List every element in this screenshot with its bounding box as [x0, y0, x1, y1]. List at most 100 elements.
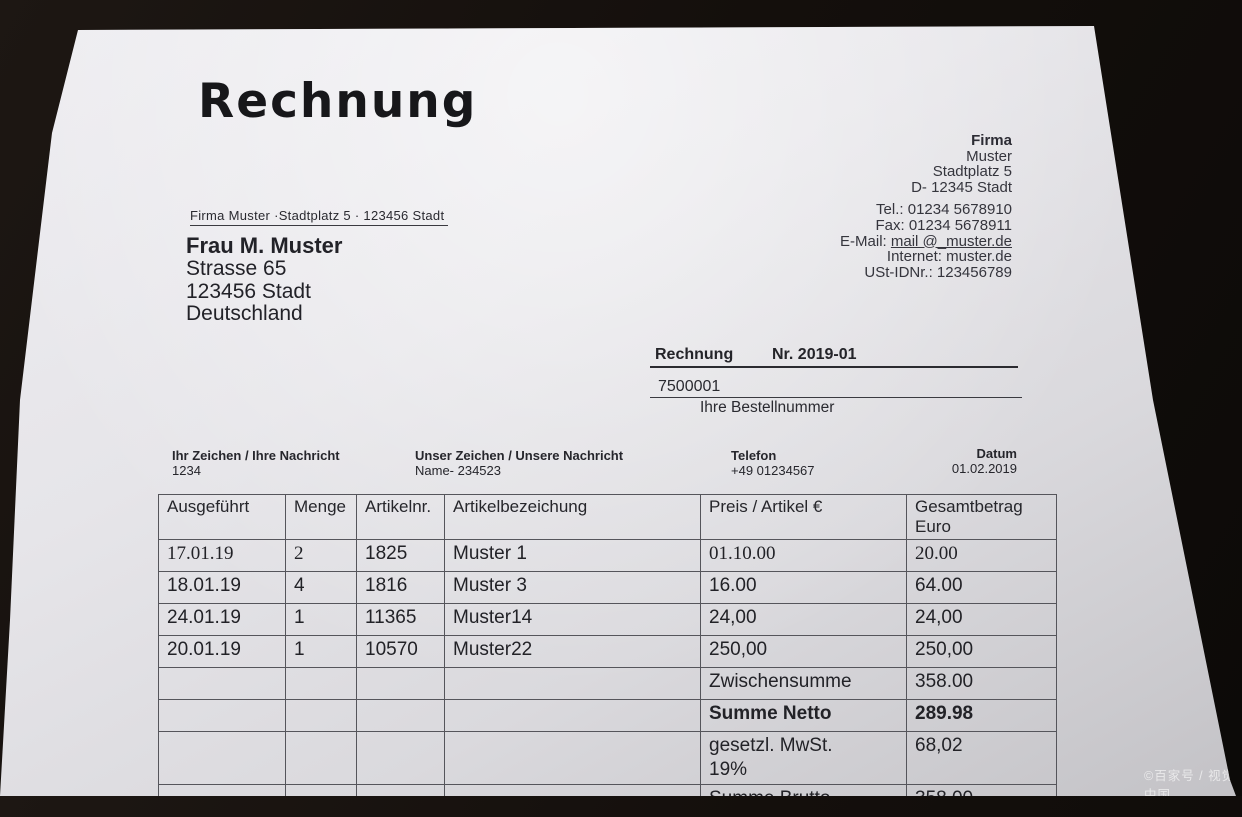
- order-number: 7500001: [658, 378, 721, 395]
- table-cell: 64.00: [906, 571, 1057, 604]
- table-cell: [444, 731, 701, 785]
- company-email-label: E-Mail:: [840, 232, 891, 250]
- recipient-country: Deutschland: [186, 302, 303, 325]
- photo-stage: Rechnung Firma Muster Stadtplatz 5 D- 12…: [0, 26, 1236, 796]
- photo-watermark: ©百家号 / 视觉中国: [1144, 769, 1236, 802]
- table-row: 20.01.19 1 10570 Muster22 250,00 250,00: [158, 635, 1057, 668]
- recipient-street: Strasse 65: [186, 257, 287, 280]
- company-phone: Tel.: 01234 5678910: [876, 201, 1012, 219]
- column-header: Ausgeführt: [158, 494, 286, 540]
- table-cell: [158, 699, 286, 732]
- table-cell: 11365: [356, 603, 445, 636]
- table-row: 17.01.19 2 1825 Muster 1 01.10.00 20.00: [158, 539, 1057, 572]
- table-cell: 358.00: [906, 667, 1057, 700]
- table-cell: 358.00: [906, 784, 1057, 796]
- table-cell: 1: [285, 635, 357, 668]
- meta-label: Ihr Zeichen / Ihre Nachricht: [172, 448, 340, 463]
- table-cell: [158, 667, 286, 700]
- ref-divider-line: [650, 366, 1018, 368]
- company-address-line: Stadtplatz 5: [932, 163, 1012, 181]
- table-cell: [285, 667, 357, 700]
- table-cell: [158, 731, 286, 785]
- invoice-ref-label: Rechnung: [655, 346, 734, 363]
- table-cell: [285, 784, 357, 796]
- page-title: Rechnung: [198, 74, 478, 129]
- table-row: Summe Netto 289.98: [158, 699, 1057, 732]
- company-address-line: D- 12345 Stadt: [911, 178, 1012, 196]
- company-email: E-Mail: mail @_muster.de: [720, 232, 1012, 250]
- table-body: 17.01.19 2 1825 Muster 1 01.10.00 20.00 18.01.…: [158, 539, 1057, 796]
- table-header-row: Ausgeführt Menge Artikelnr. Artikelbezeichu…: [158, 494, 1057, 540]
- table-head: Ausgeführt Menge Artikelnr. Artikelbezeichu…: [158, 494, 1057, 540]
- company-website: Internet: muster.de: [886, 248, 1012, 266]
- table-cell: [356, 731, 445, 785]
- table-cell: [285, 699, 357, 732]
- recipient-address-block: Frau M. Muster Strasse 65 123456 Stadt D…: [186, 234, 342, 326]
- order-number-caption: Ihre Bestellnummer: [700, 399, 835, 416]
- company-fax: Fax: 01234 5678911: [875, 216, 1012, 234]
- table-cell: [356, 784, 445, 796]
- company-name-label: Firma: [971, 132, 1012, 149]
- table-row: Zwischensumme 358.00: [158, 667, 1057, 700]
- invoice-number: Nr. 2019-01: [772, 346, 857, 363]
- table-cell: [158, 784, 286, 796]
- company-address-line: Muster: [966, 147, 1012, 165]
- column-header: Artikelnr.: [356, 494, 445, 540]
- meta-label: Unser Zeichen / Unsere Nachricht: [415, 448, 624, 463]
- meta-label: Telefon: [731, 448, 777, 463]
- invoice-paper: Rechnung Firma Muster Stadtplatz 5 D- 12…: [0, 26, 1236, 796]
- meta-value: 01.02.2019: [951, 461, 1017, 476]
- table-cell: gesetzl. MwSt. 19%: [700, 731, 907, 785]
- table-cell: [444, 667, 701, 700]
- table-cell: [356, 667, 445, 700]
- meta-value: +49 01234567: [731, 463, 815, 478]
- table-cell: 24,00: [700, 603, 907, 636]
- table-cell: 20.00: [906, 539, 1057, 572]
- meta-value: Name- 234523: [415, 463, 501, 478]
- column-header: Preis / Artikel €: [700, 494, 907, 540]
- table-cell: 1825: [356, 539, 445, 572]
- table-cell: 250,00: [700, 635, 907, 668]
- table-cell: 24,00: [906, 603, 1057, 636]
- table-cell: 1: [285, 603, 357, 636]
- table-row: 24.01.19 1 11365 Muster14 24,00 24,00: [158, 603, 1057, 636]
- table-cell: Muster14: [444, 603, 701, 636]
- table-cell: 250,00: [906, 635, 1057, 668]
- table-cell: 01.10.00: [700, 539, 907, 572]
- meta-label: Datum: [976, 446, 1017, 461]
- table-cell: Summe Brutto: [700, 784, 907, 796]
- table-row: 18.01.19 4 1816 Muster 3 16.00 64.00: [158, 571, 1057, 604]
- table-cell: [444, 699, 701, 732]
- company-address-block: Firma Muster Stadtplatz 5 D- 12345 Stadt…: [720, 133, 1012, 280]
- invoice-items-table: Ausgeführt Menge Artikelnr. Artikelbezeichu…: [158, 494, 1057, 796]
- table-cell: 2: [285, 539, 357, 572]
- table-cell: [285, 731, 357, 785]
- table-cell: 24.01.19: [158, 603, 286, 636]
- sender-return-address: Firma Muster ·Stadtplatz 5 · 123456 Stad…: [190, 208, 449, 226]
- table-cell: 17.01.19: [158, 539, 286, 572]
- company-email-value: mail @_muster.de: [890, 232, 1012, 250]
- table-cell: 18.01.19: [158, 571, 286, 604]
- column-header: Artikelbezeichung: [444, 494, 701, 540]
- table-cell: Muster 3: [444, 571, 701, 604]
- table-cell: Muster 1: [444, 539, 701, 572]
- table-cell: 68,02: [906, 731, 1057, 785]
- table-cell: Summe Netto: [700, 699, 907, 732]
- recipient-city: 123456 Stadt: [186, 279, 311, 303]
- company-contact-block: Tel.: 01234 5678910 Fax: 01234 5678911 E…: [720, 202, 1012, 280]
- table-row: gesetzl. MwSt. 19% 68,02: [158, 731, 1057, 785]
- table-cell: [356, 699, 445, 732]
- meta-our-reference: Unser Zeichen / Unsere Nachricht Name- 2…: [415, 448, 623, 478]
- meta-your-reference: Ihr Zeichen / Ihre Nachricht 1234: [172, 448, 340, 478]
- table-cell: 289.98: [906, 699, 1057, 732]
- table-cell: 10570: [356, 635, 445, 668]
- column-header: Menge: [285, 494, 357, 540]
- column-header: Gesamtbetrag Euro: [906, 494, 1057, 540]
- table-cell: 16.00: [700, 571, 907, 604]
- invoice-items-area: Ausgeführt Menge Artikelnr. Artikelbezeichu…: [158, 494, 1057, 796]
- meta-telephone: Telefon +49 01234567: [731, 448, 815, 478]
- meta-date: Datum 01.02.2019: [880, 446, 1017, 476]
- recipient-name: Frau M. Muster: [186, 233, 343, 258]
- table-cell: 20.01.19: [158, 635, 286, 668]
- company-vat-id: USt-IDNr.: 123456789: [864, 263, 1012, 281]
